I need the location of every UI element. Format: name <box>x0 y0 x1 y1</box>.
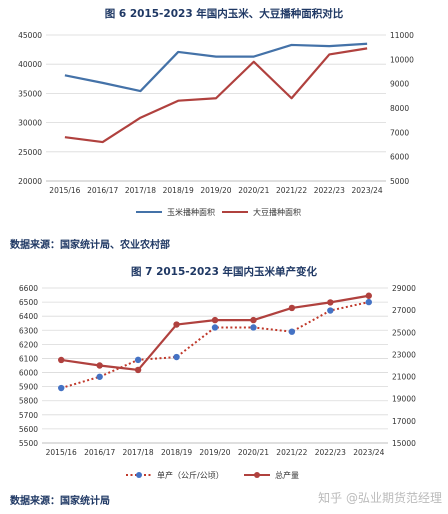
x-tick-label: 2017/18 <box>123 448 154 457</box>
data-point <box>173 353 180 361</box>
y-right-tick-label: 11000 <box>390 31 414 40</box>
data-point <box>96 362 103 369</box>
y-left-tick-label: 45000 <box>18 31 42 40</box>
y-right-tick-label: 15000 <box>392 439 416 448</box>
data-point <box>288 328 296 335</box>
data-point <box>173 321 180 328</box>
series-line-1 <box>64 47 368 144</box>
y-left-tick-label: 5800 <box>19 397 38 406</box>
data-point <box>211 316 219 324</box>
x-tick-label: 2022/23 <box>314 186 345 195</box>
chart1-title: 图 6 2015-2023 年国内玉米、大豆播种面积对比 <box>104 8 344 20</box>
data-point <box>327 307 334 314</box>
x-tick-label: 2023/24 <box>353 448 384 457</box>
y-right-tick-label: 23000 <box>392 350 416 359</box>
y-left-tick-label: 5600 <box>19 425 38 434</box>
data-point <box>58 356 65 364</box>
x-tick-label: 2018/19 <box>163 186 194 195</box>
x-tick-label: 2016/17 <box>87 186 118 195</box>
y-left-tick-label: 20000 <box>18 177 42 186</box>
x-tick-label: 2020/21 <box>238 186 269 195</box>
x-tick-label: 2018/19 <box>161 448 192 457</box>
y-right-tick-label: 8000 <box>390 104 409 113</box>
data-point <box>134 356 142 364</box>
x-tick-label: 2023/24 <box>352 186 383 195</box>
y-right-tick-label: 10000 <box>390 55 414 64</box>
legend-marker <box>254 472 260 478</box>
chart1-source: 数据来源：国家统计局、农业农村部 <box>10 240 170 251</box>
data-point <box>327 299 334 306</box>
y-left-tick-label: 6400 <box>19 312 38 321</box>
data-point <box>58 384 65 392</box>
y-left-tick-label: 35000 <box>18 89 42 98</box>
y-right-tick-label: 25000 <box>392 328 416 337</box>
y-right-tick-label: 19000 <box>392 395 416 404</box>
legend-entry: 玉米播种面积 <box>167 207 215 217</box>
watermark: 知乎 @弘业期货范经理 <box>318 491 442 505</box>
chart2-source: 数据来源：国家统计局 <box>10 496 110 507</box>
y-left-tick-label: 30000 <box>18 119 42 128</box>
x-tick-label: 2021/22 <box>276 186 307 195</box>
data-point <box>250 324 257 331</box>
data-point <box>365 298 372 306</box>
legend-marker <box>136 472 142 478</box>
x-tick-label: 2021/22 <box>276 448 307 457</box>
legend-entry: 大豆播种面积 <box>253 207 301 217</box>
x-tick-label: 2020/21 <box>238 448 269 457</box>
y-left-tick-label: 5700 <box>19 411 38 420</box>
y-left-tick-label: 25000 <box>18 148 42 157</box>
x-tick-label: 2015/16 <box>49 186 80 195</box>
y-left-tick-label: 40000 <box>18 60 42 69</box>
y-right-tick-label: 9000 <box>390 80 409 89</box>
x-tick-label: 2019/20 <box>200 186 231 195</box>
x-tick-label: 2016/17 <box>84 448 115 457</box>
y-right-tick-label: 6000 <box>390 153 409 162</box>
y-right-tick-label: 27000 <box>392 306 416 315</box>
y-left-tick-label: 6000 <box>19 369 38 378</box>
data-point <box>96 373 103 380</box>
y-left-tick-label: 6300 <box>19 326 38 335</box>
data-point <box>211 324 219 331</box>
y-right-tick-label: 29000 <box>392 284 416 293</box>
x-tick-label: 2019/20 <box>199 448 230 457</box>
legend-entry: 总产量 <box>275 470 299 480</box>
data-point <box>288 304 296 312</box>
data-point <box>250 316 257 324</box>
y-right-tick-label: 17000 <box>392 417 416 426</box>
y-right-tick-label: 21000 <box>392 373 416 382</box>
chart2: 5500 5600 5700 5800 5900 6000 6100 6200 6300 6400… <box>19 284 416 480</box>
y-left-tick-label: 6600 <box>19 284 38 293</box>
y-left-tick-label: 6500 <box>19 298 38 307</box>
x-tick-label: 2015/16 <box>46 448 77 457</box>
y-left-tick-label: 5500 <box>19 439 38 448</box>
legend-entry: 单产（公斤/公顷） <box>157 470 224 480</box>
data-point <box>365 292 372 299</box>
y-right-tick-label: 5000 <box>390 177 409 186</box>
series-line-0 <box>64 42 368 93</box>
x-tick-label: 2022/23 <box>315 448 346 457</box>
y-left-tick-label: 6100 <box>19 354 38 363</box>
data-point <box>134 366 142 374</box>
chart2-title: 图 7 2015-2023 年国内玉米单产变化 <box>130 266 318 278</box>
chart1: 20000 25000 30000 35000 40000 45000 5000 6000 70… <box>18 31 414 217</box>
x-tick-label: 2017/18 <box>125 186 156 195</box>
y-left-tick-label: 5900 <box>19 383 38 392</box>
y-right-tick-label: 7000 <box>390 128 409 137</box>
y-left-tick-label: 6200 <box>19 340 38 349</box>
series-line-0 <box>60 301 369 390</box>
